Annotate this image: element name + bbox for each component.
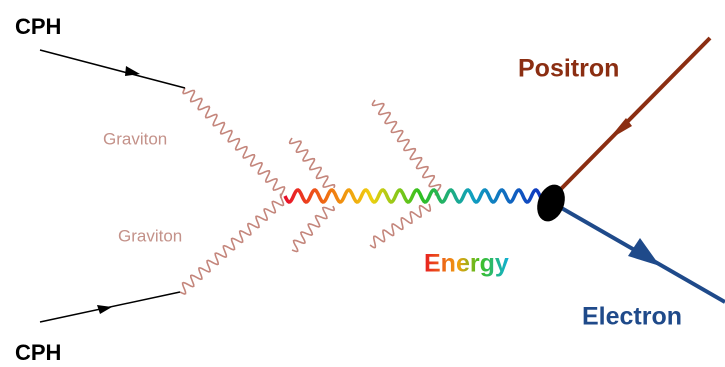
electron-label: Electron: [582, 303, 682, 331]
wave: [285, 190, 543, 202]
wave: [372, 100, 440, 196]
wave: [180, 194, 283, 294]
wave: [292, 206, 334, 251]
page: CPH CPH Graviton Graviton Energy Positro…: [0, 0, 725, 367]
graviton-label: Graviton: [118, 226, 182, 245]
graviton-label: Graviton: [103, 129, 167, 148]
positron-label: Positron: [518, 55, 619, 83]
arrowhead: [125, 66, 140, 76]
wave: [290, 138, 335, 188]
arrowhead: [628, 238, 660, 266]
cph-line: [40, 50, 185, 88]
diagram: CPH CPH Graviton Graviton Energy Positro…: [0, 0, 725, 367]
wave: [183, 88, 285, 198]
wave: [370, 204, 430, 248]
cph-label: CPH: [15, 14, 61, 39]
arrowhead: [608, 118, 632, 140]
energy-label: Energy: [424, 250, 509, 278]
cph-label: CPH: [15, 340, 61, 365]
